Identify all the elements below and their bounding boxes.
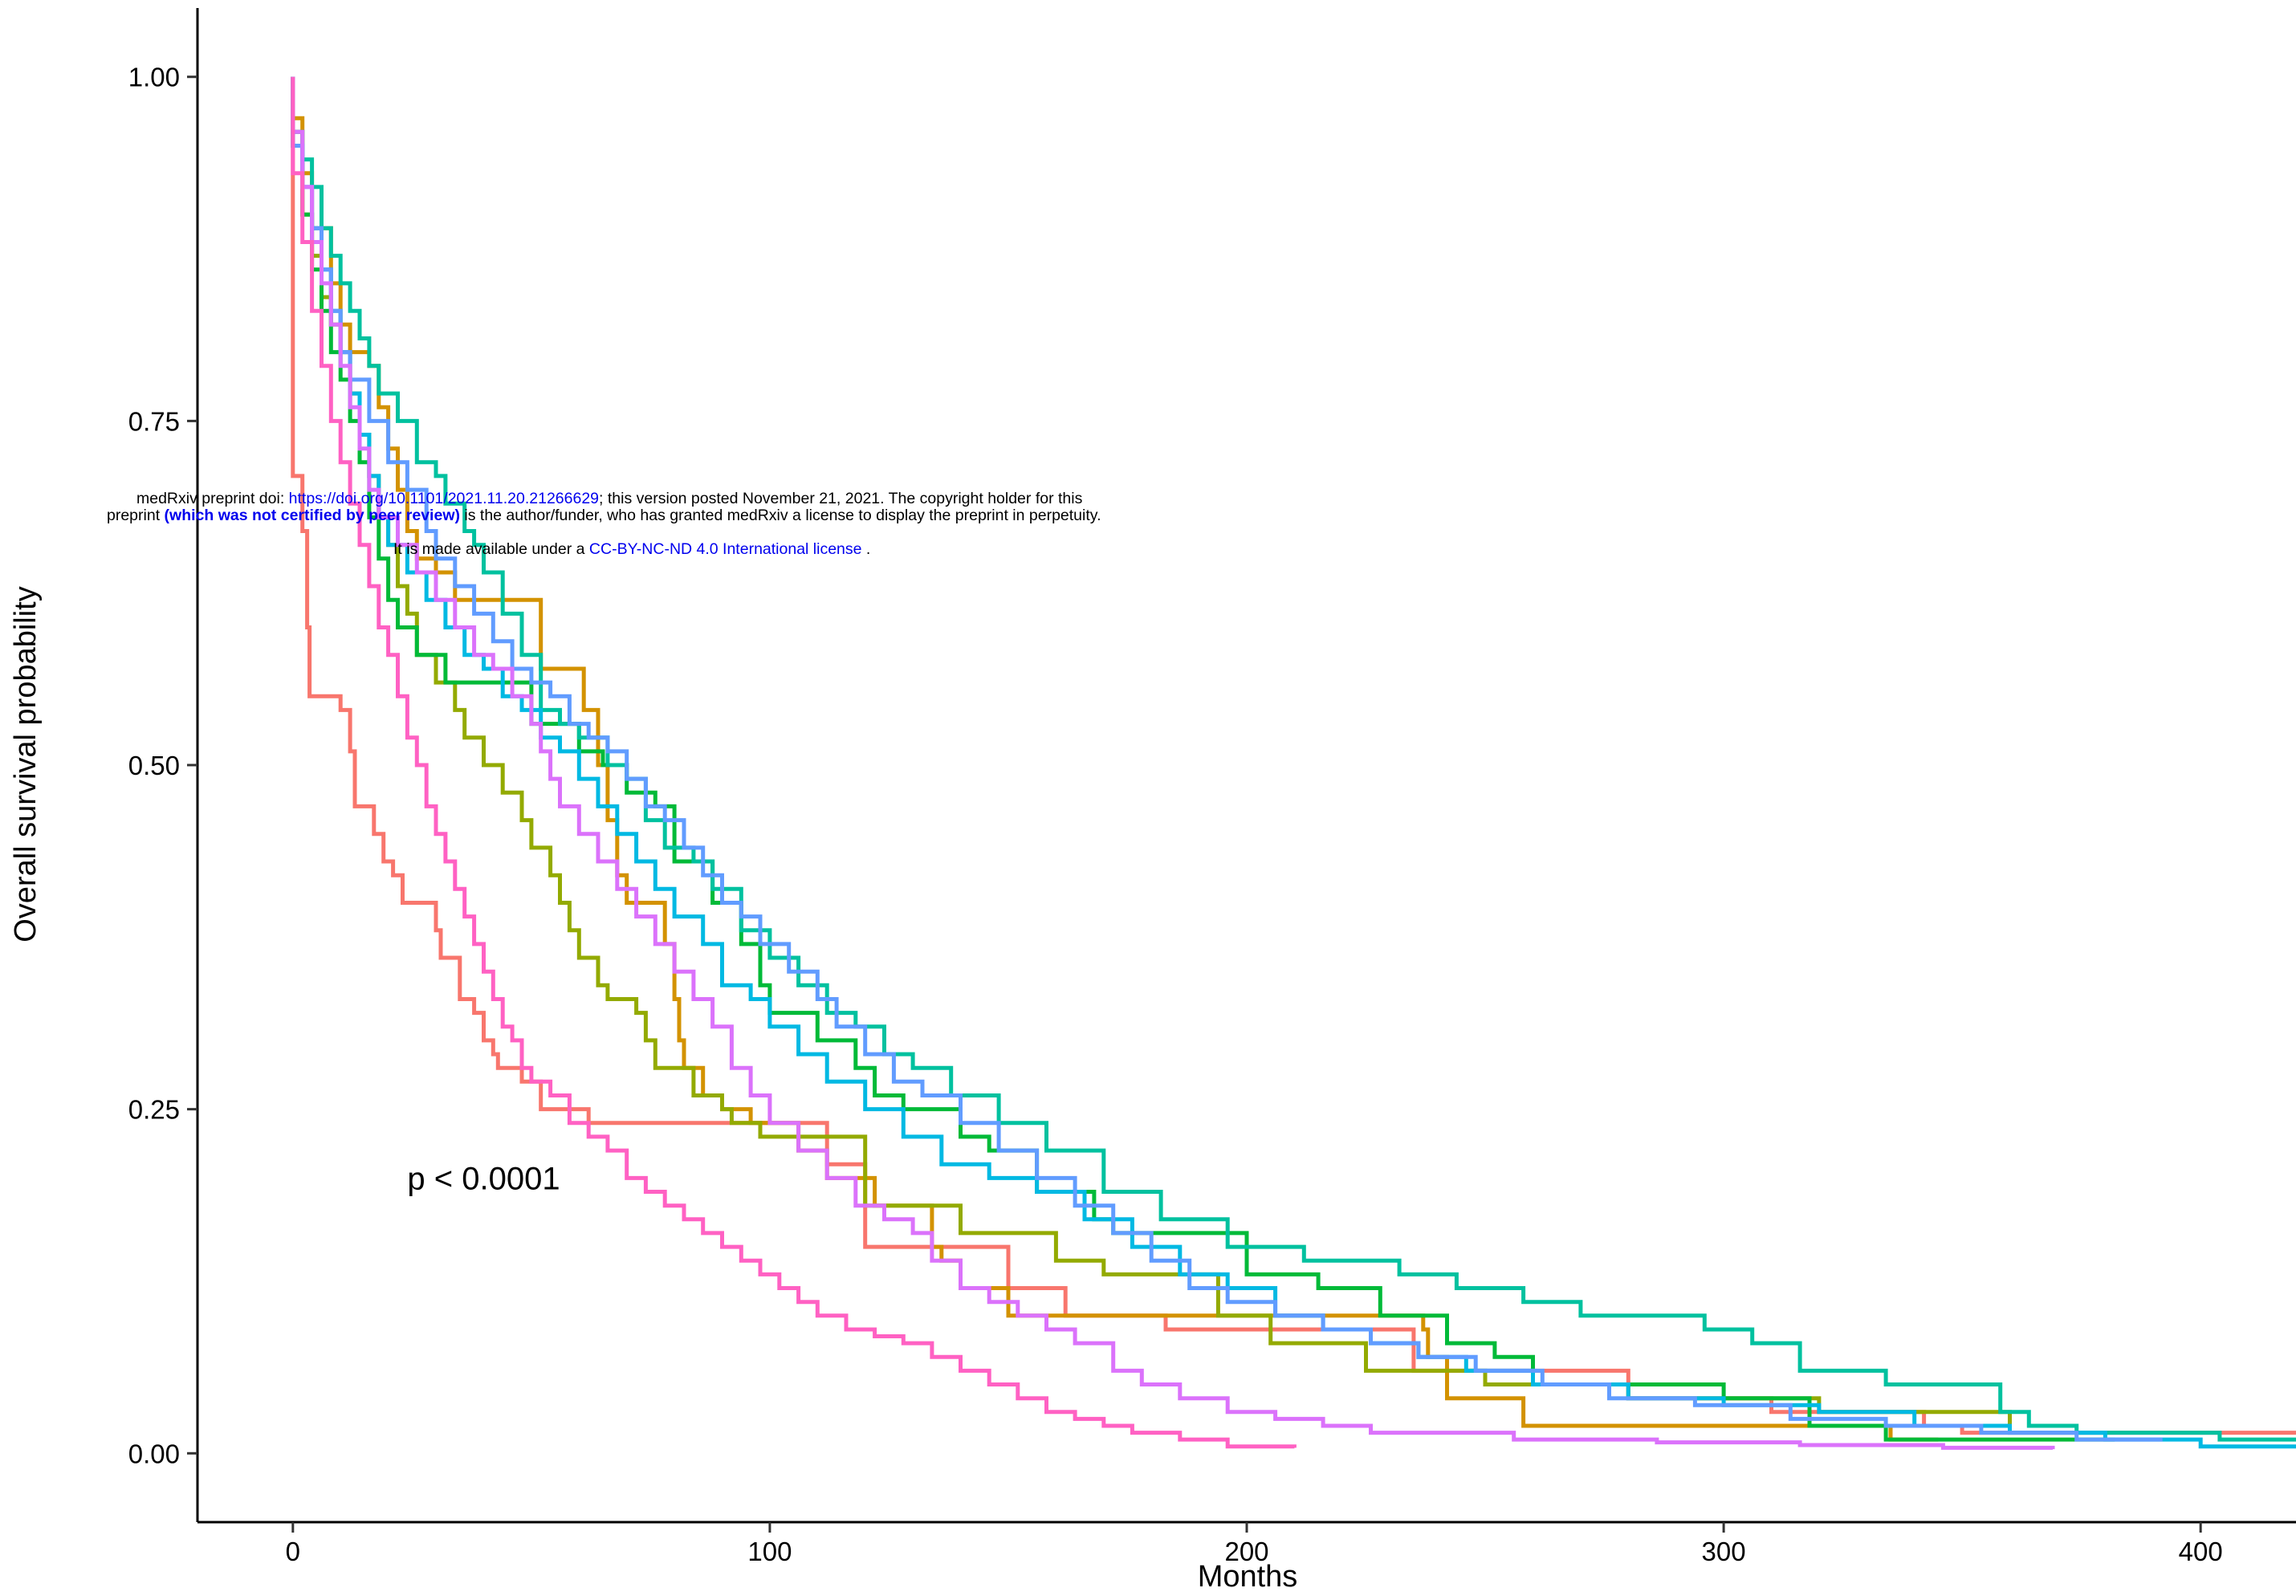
x-tick-label: 400 (2179, 1537, 2223, 1566)
survival-curve-2 (291, 76, 1939, 1442)
notice-suffix-1: ; this version posted November 21, 2021.… (599, 490, 1083, 507)
y-tick-label: 1.00 (128, 63, 180, 92)
doi-link[interactable]: https://doi.org/10.1101/2021.11.20.21266… (288, 490, 600, 507)
survival-curve-8 (291, 76, 2055, 1450)
x-tick-label: 0 (286, 1537, 300, 1566)
axes-layer (196, 8, 2296, 1524)
ticks-layer: 0 100 200 300 400 0.00 0.25 0.50 0.75 1.00 (128, 63, 2223, 1566)
y-axis-title: Overall survival probability (9, 586, 43, 943)
y-tick-label: 0.25 (128, 1095, 180, 1125)
series-layer (291, 76, 2296, 1450)
survival-curve-9 (291, 76, 1297, 1449)
notice-prefix-3: It is made available under a (393, 540, 589, 558)
x-tick-label: 300 (1702, 1537, 1746, 1566)
x-tick-label: 200 (1224, 1537, 1268, 1566)
y-tick-label: 0.75 (128, 406, 180, 436)
preprint-notice-line-1: medRxiv preprint doi: https://doi.org/10… (136, 491, 1082, 507)
x-axis-title: Months (1198, 1560, 1298, 1594)
notice-suffix-2: is the author/funder, who has granted me… (459, 507, 1101, 524)
notice-prefix-1: medRxiv preprint doi: (136, 490, 289, 507)
license-link[interactable]: CC-BY-NC-ND 4.0 International license (588, 540, 862, 558)
y-tick-label: 0.00 (128, 1439, 180, 1468)
y-tick-label: 0.50 (128, 751, 180, 780)
preprint-notice-line-3: It is made available under a CC-BY-NC-ND… (393, 540, 871, 558)
notice-prefix-2: preprint (107, 507, 165, 524)
survival-curve-5 (291, 76, 2296, 1442)
survival-curve-6 (291, 76, 2296, 1449)
peer-review-notice: (which was not certified by peer review) (164, 507, 460, 524)
survival-curve-4 (291, 76, 2115, 1442)
survival-curve-7 (291, 76, 2163, 1442)
notice-suffix-3: . (861, 540, 871, 558)
survival-curve-1 (291, 76, 2296, 1435)
p-value-annotation: p < 0.0001 (407, 1161, 560, 1196)
x-tick-label: 100 (747, 1537, 792, 1566)
preprint-notice-line-2: preprint (which was not certified by pee… (107, 507, 1101, 524)
